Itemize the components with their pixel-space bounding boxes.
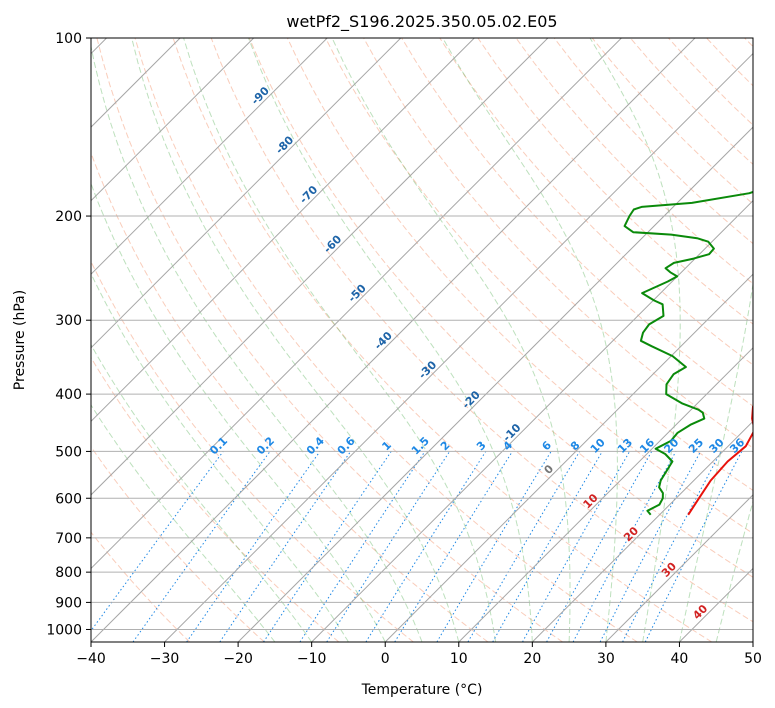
mixing-ratio-line (91, 451, 224, 632)
mixing-ratio-line (394, 451, 513, 642)
dry-adiabat-line (439, 38, 753, 366)
dry-adiabat-line (325, 38, 753, 491)
x-tick-label: 10 (450, 651, 468, 667)
dry-adiabat-line (91, 356, 340, 642)
mixing-ratio-line (263, 451, 392, 642)
moist-adiabats (91, 38, 753, 642)
moist-adiabat-line (91, 182, 386, 642)
y-tick-label: 100 (55, 31, 82, 47)
axes: −40 −30 −20 −10 0 10 20 30 40 50 1000 900 800 700 600 5… (46, 31, 762, 667)
x-tick-label: 20 (523, 651, 541, 667)
mixing-ratio-line (644, 451, 743, 642)
x-tick-label: −20 (223, 651, 253, 667)
dewpoint-line (623, 190, 753, 516)
isotherm-line (384, 273, 753, 642)
mixing-ratio-line (326, 451, 451, 642)
mixing-ratio-line (299, 451, 426, 642)
y-tick-label: 600 (55, 491, 82, 507)
dry-adiabat-line (248, 38, 753, 578)
moist-adiabat-line (91, 272, 349, 642)
x-tick-label: 30 (597, 651, 615, 667)
dry-adiabat-line (401, 38, 753, 407)
y-tick-label: 900 (55, 595, 82, 611)
plot-frame (90, 37, 754, 643)
isotherm-line (531, 420, 753, 642)
y-tick-label: 400 (55, 387, 82, 403)
x-tick-label: 50 (744, 651, 762, 667)
isotherm-line (91, 38, 255, 202)
moist-adiabat-line (589, 38, 681, 642)
dry-adiabat-line (91, 445, 265, 642)
mixing-ratio-lines (91, 451, 743, 642)
temperature-line (687, 405, 753, 516)
isotherm-line (605, 494, 753, 642)
mixing-ratio-line (572, 451, 677, 642)
dry-adiabat-line (134, 38, 638, 642)
y-tick-label: 300 (55, 313, 82, 329)
y-tick-label: 200 (55, 209, 82, 225)
moist-adiabat-line (442, 38, 618, 642)
dry-adiabat-line (515, 38, 753, 285)
moist-adiabat-line (131, 38, 460, 642)
x-tick-label: 40 (671, 651, 689, 667)
isotherm-line (311, 199, 753, 642)
mixing-ratio-line (522, 451, 631, 642)
y-tick-label: 500 (55, 444, 82, 460)
dry-adiabat-line (96, 38, 563, 642)
y-tick-label: 800 (55, 565, 82, 581)
dry-adiabats (91, 38, 753, 642)
x-tick-label: −10 (297, 651, 327, 667)
isotherm-line (458, 347, 753, 642)
moist-adiabat-line (331, 38, 571, 642)
isotherm-line (91, 38, 402, 349)
moist-adiabat-line (678, 281, 753, 642)
isotherm-line (164, 52, 753, 642)
sounding-series (623, 190, 753, 516)
isobar-gridlines (91, 38, 753, 630)
y-tick-label: 1000 (46, 622, 82, 638)
chart-title: wetPf2_S196.2025.350.05.02.E05 (286, 12, 557, 32)
isotherm-line (91, 38, 549, 496)
mixing-ratio-line (186, 451, 321, 642)
isotherm-gridlines (91, 38, 753, 642)
isotherm-line (91, 38, 475, 423)
mixing-ratio-line (546, 451, 653, 642)
dry-adiabat-line (91, 531, 191, 642)
isotherm-line (237, 126, 753, 642)
x-tick-label: 0 (381, 651, 390, 667)
dry-adiabat-line (210, 38, 753, 623)
y-tick-label: 700 (55, 531, 82, 547)
isotherm-line (91, 38, 696, 642)
dry-adiabat-line (91, 151, 489, 642)
isotherm-line (91, 38, 328, 275)
x-tick-label: −40 (76, 651, 106, 667)
plot-background (91, 38, 753, 642)
moist-adiabat-line (91, 44, 423, 642)
x-axis-label: Temperature (°C) (361, 682, 483, 698)
moist-adiabat-line (248, 38, 533, 642)
moist-adiabat-line (91, 343, 313, 642)
y-axis-label: Pressure (hPa) (12, 290, 28, 390)
isotherm-line (91, 38, 622, 570)
moist-adiabat-line (183, 38, 497, 642)
moist-adiabat-line (91, 404, 276, 642)
x-tick-label: −30 (150, 651, 180, 667)
mixing-ratio-line (219, 451, 352, 642)
